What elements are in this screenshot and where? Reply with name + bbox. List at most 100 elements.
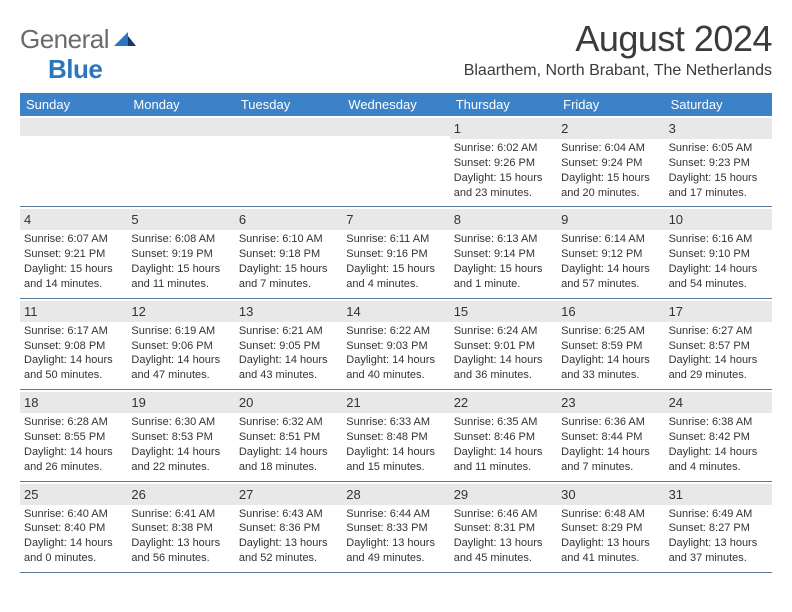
cell-details: Sunrise: 6:14 AMSunset: 9:12 PMDaylight:… xyxy=(561,232,660,291)
daylight-text: and 4 minutes. xyxy=(669,460,768,475)
day-number: 24 xyxy=(669,395,683,410)
sunrise-text: Sunrise: 6:08 AM xyxy=(131,232,230,247)
day-number: 13 xyxy=(239,304,253,319)
day-number: 19 xyxy=(131,395,145,410)
sunset-text: Sunset: 8:31 PM xyxy=(454,521,553,536)
calendar-cell: 3Sunrise: 6:05 AMSunset: 9:23 PMDaylight… xyxy=(665,116,772,206)
cell-details: Sunrise: 6:07 AMSunset: 9:21 PMDaylight:… xyxy=(24,232,123,291)
day-number-row: 5 xyxy=(127,209,234,230)
daylight-text: and 36 minutes. xyxy=(454,368,553,383)
day-number-row: 27 xyxy=(235,484,342,505)
cell-details: Sunrise: 6:32 AMSunset: 8:51 PMDaylight:… xyxy=(239,415,338,474)
day-number: 6 xyxy=(239,212,246,227)
cell-details: Sunrise: 6:30 AMSunset: 8:53 PMDaylight:… xyxy=(131,415,230,474)
sunrise-text: Sunrise: 6:48 AM xyxy=(561,507,660,522)
day-number: 5 xyxy=(131,212,138,227)
day-number-row: 11 xyxy=(20,301,127,322)
sunrise-text: Sunrise: 6:49 AM xyxy=(669,507,768,522)
daylight-text: Daylight: 15 hours xyxy=(669,171,768,186)
cell-details: Sunrise: 6:49 AMSunset: 8:27 PMDaylight:… xyxy=(669,507,768,566)
sunset-text: Sunset: 8:57 PM xyxy=(669,339,768,354)
calendar-cell: 19 Sunrise: 6:30 AMSunset: 8:53 PMDayligh… xyxy=(127,390,234,480)
cell-details: Sunrise: 6:27 AMSunset: 8:57 PMDaylight:… xyxy=(669,324,768,383)
daylight-text: Daylight: 14 hours xyxy=(24,536,123,551)
day-header: Tuesday xyxy=(235,93,342,116)
daylight-text: and 14 minutes. xyxy=(24,277,123,292)
sunrise-text: Sunrise: 6:35 AM xyxy=(454,415,553,430)
calendar-week: 4Sunrise: 6:07 AMSunset: 9:21 PMDaylight… xyxy=(20,207,772,298)
daylight-text: and 17 minutes. xyxy=(669,186,768,201)
day-number: 8 xyxy=(454,212,461,227)
daylight-text: Daylight: 13 hours xyxy=(131,536,230,551)
day-header: Saturday xyxy=(665,93,772,116)
sunrise-text: Sunrise: 6:32 AM xyxy=(239,415,338,430)
calendar-cell: 15Sunrise: 6:24 AMSunset: 9:01 PMDayligh… xyxy=(450,299,557,389)
calendar-week: 1Sunrise: 6:02 AMSunset: 9:26 PMDaylight… xyxy=(20,116,772,207)
sunrise-text: Sunrise: 6:02 AM xyxy=(454,141,553,156)
calendar-cell: 29Sunrise: 6:46 AMSunset: 8:31 PMDayligh… xyxy=(450,482,557,572)
cell-details: Sunrise: 6:35 AMSunset: 8:46 PMDaylight:… xyxy=(454,415,553,474)
sunrise-text: Sunrise: 6:25 AM xyxy=(561,324,660,339)
daylight-text: and 11 minutes. xyxy=(131,277,230,292)
daylight-text: and 11 minutes. xyxy=(454,460,553,475)
cell-details: Sunrise: 6:36 AMSunset: 8:44 PMDaylight:… xyxy=(561,415,660,474)
daylight-text: Daylight: 14 hours xyxy=(346,353,445,368)
daylight-text: and 41 minutes. xyxy=(561,551,660,566)
calendar-cell: 13 Sunrise: 6:21 AMSunset: 9:05 PMDayligh… xyxy=(235,299,342,389)
daylight-text: and 37 minutes. xyxy=(669,551,768,566)
calendar-cell: 16Sunrise: 6:25 AMSunset: 8:59 PMDayligh… xyxy=(557,299,664,389)
sunset-text: Sunset: 9:23 PM xyxy=(669,156,768,171)
day-number-row: 28 xyxy=(342,484,449,505)
cell-details: Sunrise: 6:19 AMSunset: 9:06 PMDaylight:… xyxy=(131,324,230,383)
calendar-cell: 25Sunrise: 6:40 AMSunset: 8:40 PMDayligh… xyxy=(20,482,127,572)
daylight-text: Daylight: 14 hours xyxy=(561,262,660,277)
cell-details: Sunrise: 6:05 AMSunset: 9:23 PMDaylight:… xyxy=(669,141,768,200)
calendar-cell: 11Sunrise: 6:17 AMSunset: 9:08 PMDayligh… xyxy=(20,299,127,389)
day-number: 28 xyxy=(346,487,360,502)
daylight-text: Daylight: 13 hours xyxy=(239,536,338,551)
day-number-row: 13 xyxy=(235,301,342,322)
sunrise-text: Sunrise: 6:16 AM xyxy=(669,232,768,247)
day-number: 11 xyxy=(24,304,38,319)
day-number: 10 xyxy=(669,212,683,227)
daylight-text: and 40 minutes. xyxy=(346,368,445,383)
cell-details: Sunrise: 6:44 AMSunset: 8:33 PMDaylight:… xyxy=(346,507,445,566)
calendar-cell-empty xyxy=(342,116,449,206)
daylight-text: and 0 minutes. xyxy=(24,551,123,566)
calendar-cell: 21Sunrise: 6:33 AMSunset: 8:48 PMDayligh… xyxy=(342,390,449,480)
day-number-row: 12 xyxy=(127,301,234,322)
day-number: 7 xyxy=(346,212,353,227)
sunset-text: Sunset: 8:46 PM xyxy=(454,430,553,445)
day-number-row: 14 xyxy=(342,301,449,322)
logo-text-general: General xyxy=(20,24,109,55)
sunrise-text: Sunrise: 6:17 AM xyxy=(24,324,123,339)
calendar-week: 11Sunrise: 6:17 AMSunset: 9:08 PMDayligh… xyxy=(20,299,772,390)
sunset-text: Sunset: 9:05 PM xyxy=(239,339,338,354)
cell-details: Sunrise: 6:21 AMSunset: 9:05 PMDaylight:… xyxy=(239,324,338,383)
sunset-text: Sunset: 9:03 PM xyxy=(346,339,445,354)
daylight-text: and 26 minutes. xyxy=(24,460,123,475)
cell-details: Sunrise: 6:04 AMSunset: 9:24 PMDaylight:… xyxy=(561,141,660,200)
day-number-row: 17 xyxy=(665,301,772,322)
daylight-text: Daylight: 15 hours xyxy=(346,262,445,277)
day-number-row xyxy=(235,118,342,136)
day-number: 25 xyxy=(24,487,38,502)
cell-details: Sunrise: 6:48 AMSunset: 8:29 PMDaylight:… xyxy=(561,507,660,566)
sunset-text: Sunset: 8:44 PM xyxy=(561,430,660,445)
day-number: 1 xyxy=(454,121,461,136)
sunset-text: Sunset: 9:12 PM xyxy=(561,247,660,262)
calendar-cell-empty xyxy=(20,116,127,206)
day-number: 29 xyxy=(454,487,468,502)
calendar-cell: 5Sunrise: 6:08 AMSunset: 9:19 PMDaylight… xyxy=(127,207,234,297)
calendar-cell: 8Sunrise: 6:13 AMSunset: 9:14 PMDaylight… xyxy=(450,207,557,297)
sunset-text: Sunset: 9:14 PM xyxy=(454,247,553,262)
sunset-text: Sunset: 8:53 PM xyxy=(131,430,230,445)
calendar-cell: 24Sunrise: 6:38 AMSunset: 8:42 PMDayligh… xyxy=(665,390,772,480)
daylight-text: Daylight: 15 hours xyxy=(131,262,230,277)
daylight-text: and 33 minutes. xyxy=(561,368,660,383)
calendar-cell: 10Sunrise: 6:16 AMSunset: 9:10 PMDayligh… xyxy=(665,207,772,297)
daylight-text: Daylight: 14 hours xyxy=(131,445,230,460)
day-number-row xyxy=(127,118,234,136)
daylight-text: and 18 minutes. xyxy=(239,460,338,475)
daylight-text: and 52 minutes. xyxy=(239,551,338,566)
